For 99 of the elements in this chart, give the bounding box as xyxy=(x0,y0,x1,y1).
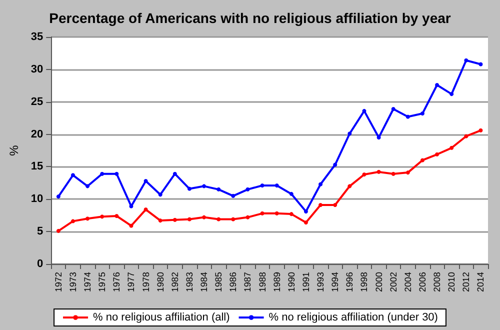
point xyxy=(450,146,454,150)
x-tick-label: 1998 xyxy=(359,272,370,292)
point xyxy=(216,187,221,192)
point xyxy=(144,178,148,183)
x-tick-label: 1993 xyxy=(316,272,326,292)
point xyxy=(129,224,134,228)
point xyxy=(391,106,396,111)
point xyxy=(56,228,60,233)
x-tick-label: 2000 xyxy=(374,272,384,292)
point xyxy=(100,214,104,219)
point xyxy=(289,212,294,216)
point xyxy=(362,172,366,176)
point xyxy=(158,218,162,223)
point xyxy=(478,62,483,66)
point xyxy=(420,112,424,116)
point xyxy=(231,194,236,198)
x-tick-label: 1987 xyxy=(242,272,253,292)
y-tick-label: 15 xyxy=(30,160,44,173)
x-tick-label: 2008 xyxy=(432,272,442,292)
legend-label: % no religious affiliation (under 30) xyxy=(268,312,438,324)
y-tick-label: 10 xyxy=(30,193,44,206)
point xyxy=(391,172,396,176)
x-tick-label: 1977 xyxy=(126,272,136,292)
point xyxy=(70,219,75,224)
x-tick-label: 2012 xyxy=(461,272,472,292)
y-tick-label: 25 xyxy=(30,96,44,108)
x-tick-label: 2006 xyxy=(417,272,428,292)
point xyxy=(56,194,60,199)
legend-label: % no religious affiliation (all) xyxy=(93,312,230,324)
x-tick-label: 1980 xyxy=(155,272,166,292)
x-tick-label: 1973 xyxy=(68,272,78,292)
x-tick-label: 1983 xyxy=(184,272,194,292)
point xyxy=(406,170,410,175)
point xyxy=(216,217,221,222)
x-tick-label: 2010 xyxy=(446,272,457,292)
point xyxy=(114,172,119,176)
point xyxy=(304,209,308,214)
x-tick-label: 1978 xyxy=(140,272,151,292)
point xyxy=(348,132,352,136)
x-tick-label: 2014 xyxy=(476,272,486,292)
point xyxy=(406,114,410,119)
x-tick-label: 1982 xyxy=(170,272,180,292)
y-axis-title: % xyxy=(7,144,21,156)
x-tick-label: 1996 xyxy=(344,272,355,292)
point xyxy=(274,184,279,188)
point xyxy=(333,202,338,207)
point xyxy=(464,134,468,138)
point xyxy=(376,170,381,174)
y-tick-label: 35 xyxy=(30,31,44,43)
point xyxy=(246,187,250,192)
x-tick-label: 1984 xyxy=(199,272,210,292)
x-tick-label: 1976 xyxy=(112,272,122,292)
x-tick-label: 1985 xyxy=(214,272,224,292)
point xyxy=(478,128,483,132)
point xyxy=(450,92,454,96)
x-tick-label: 2004 xyxy=(402,272,413,292)
point xyxy=(114,214,119,218)
point xyxy=(348,184,352,188)
point xyxy=(202,215,206,220)
point xyxy=(246,215,250,220)
x-tick-label: 1989 xyxy=(272,272,282,292)
point xyxy=(420,158,424,162)
x-tick-label: 1975 xyxy=(97,272,108,292)
y-tick-label: 30 xyxy=(30,63,44,76)
point xyxy=(86,216,90,221)
point xyxy=(187,186,192,191)
y-tick-label: 5 xyxy=(37,226,44,238)
point xyxy=(464,58,468,62)
point xyxy=(260,184,264,188)
x-tick-label: 1972 xyxy=(53,272,64,292)
x-tick-label: 1974 xyxy=(82,272,93,292)
x-tick-label: 1994 xyxy=(330,272,340,292)
point xyxy=(158,192,162,197)
x-tick-label: 1986 xyxy=(228,272,238,292)
x-tick-label: 1991 xyxy=(300,272,311,292)
x-tick-label: 2002 xyxy=(388,272,398,292)
point xyxy=(289,192,294,196)
point xyxy=(172,218,177,222)
point xyxy=(172,172,177,176)
point xyxy=(333,162,338,167)
chart-title: Percentage of Americans with no religious affiliation by year xyxy=(49,10,452,26)
point xyxy=(274,211,279,216)
y-tick-label: 20 xyxy=(30,128,44,140)
point xyxy=(435,82,440,87)
point xyxy=(318,202,323,207)
point xyxy=(144,208,148,212)
x-tick-label: 1990 xyxy=(286,272,296,292)
y-tick-label: 0 xyxy=(37,258,44,270)
point xyxy=(86,184,90,188)
point xyxy=(100,172,104,176)
point xyxy=(70,173,75,178)
point xyxy=(202,184,206,188)
x-tick-label: 1988 xyxy=(257,272,268,292)
point xyxy=(435,152,440,156)
point xyxy=(318,182,323,186)
point xyxy=(304,220,308,224)
point xyxy=(260,211,264,216)
point xyxy=(187,217,192,222)
point xyxy=(231,217,236,222)
